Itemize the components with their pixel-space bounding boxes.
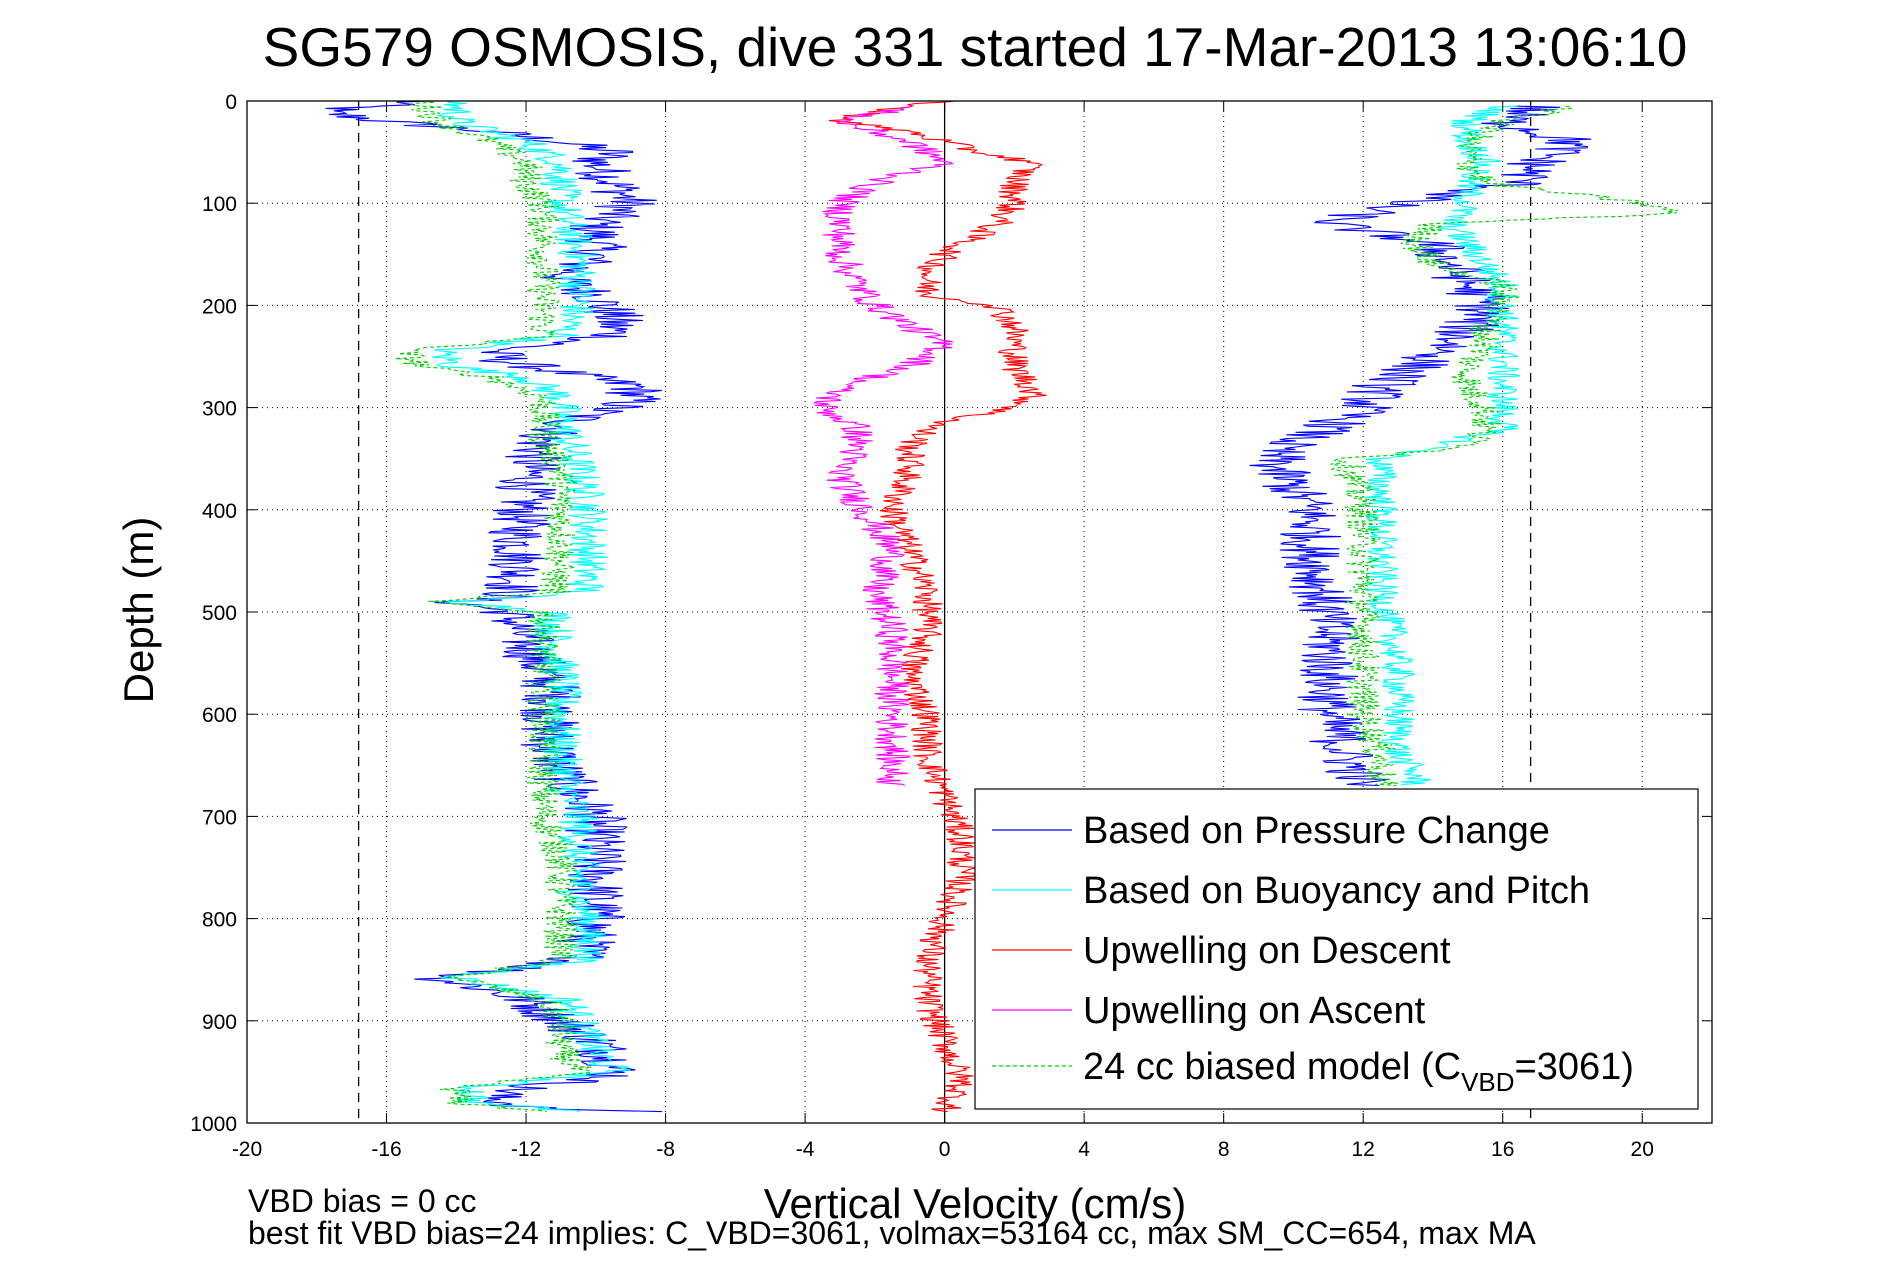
footer-line-1: VBD bias = 0 cc: [248, 1183, 477, 1219]
y-tick-label: 0: [225, 91, 237, 114]
series-buoyancy_ascent: [1363, 105, 1521, 787]
y-tick-label: 200: [202, 295, 237, 318]
legend-label: Upwelling on Ascent: [1083, 990, 1426, 1032]
series-upwelling_ascent: [812, 105, 955, 786]
series-model_descent: [395, 100, 593, 1113]
x-tick-label: 0: [939, 1138, 951, 1161]
legend-label: 24 cc biased model (CVBD=3061): [1083, 1046, 1634, 1097]
y-tick-label: 800: [202, 909, 237, 932]
legend-label: Upwelling on Descent: [1083, 930, 1451, 972]
y-tick-label: 700: [202, 806, 237, 829]
chart-title: SG579 OSMOSIS, dive 331 started 17-Mar-2…: [263, 16, 1688, 78]
legend-label-end: =3061): [1515, 1046, 1634, 1088]
y-tick-label: 1000: [190, 1113, 237, 1136]
y-axis-label: Depth (m): [115, 517, 162, 704]
y-tick-label: 400: [202, 500, 237, 523]
x-tick-label: -12: [511, 1138, 541, 1161]
x-tick-label: -8: [656, 1138, 675, 1161]
x-tick-label: 20: [1631, 1138, 1654, 1161]
x-tick-label: -16: [371, 1138, 401, 1161]
x-tick-label: 16: [1491, 1138, 1514, 1161]
y-tick-label: 600: [202, 704, 237, 727]
legend-label-main: 24 cc biased model (C: [1083, 1046, 1461, 1088]
y-tick-label: 100: [202, 193, 237, 216]
y-tick-label: 300: [202, 398, 237, 421]
legend-label: Based on Buoyancy and Pitch: [1083, 870, 1590, 912]
y-tick-label: 500: [202, 602, 237, 625]
series-pressure_ascent: [1249, 105, 1592, 787]
series-upwelling_descent: [829, 100, 1047, 1113]
axes: [246, 100, 1713, 1124]
tick-labels: -20 -16 -12 -8 -4 0 4 8 12 16 20010020030040050060…: [190, 91, 1654, 1161]
x-tick-label: 8: [1218, 1138, 1230, 1161]
legend-box: [974, 788, 1699, 1110]
legend-label: Based on Pressure Change: [1083, 810, 1550, 852]
x-tick-label: 12: [1352, 1138, 1375, 1161]
y-tick-label: 900: [202, 1011, 237, 1034]
series-buoyancy_descent: [432, 100, 631, 1113]
series-layer: [325, 100, 1678, 1113]
x-tick-label: 4: [1078, 1138, 1090, 1161]
series-pressure_descent: [325, 100, 663, 1113]
x-tick-label: -4: [796, 1138, 815, 1161]
footer-line-2: best fit VBD bias=24 implies: C_VBD=3061…: [248, 1215, 1536, 1251]
legend-label-subscript: VBD: [1461, 1067, 1514, 1097]
series-model_ascent: [1330, 105, 1678, 787]
x-tick-label: -20: [232, 1138, 262, 1161]
x-axis-label: Vertical Velocity (cm/s): [764, 1180, 1186, 1227]
legend: Based on Pressure Change Based on Buoyanc…: [974, 788, 1699, 1110]
